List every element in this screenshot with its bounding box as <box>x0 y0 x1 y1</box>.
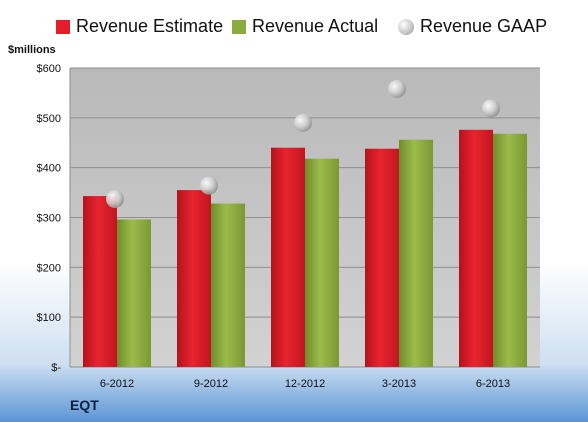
y-tick-label: $400 <box>37 163 61 175</box>
x-tick-label: 6-2012 <box>100 378 134 390</box>
legend-label-actual: Revenue Actual <box>252 16 379 36</box>
legend-item-actual: Revenue Actual <box>232 16 378 37</box>
legend: Revenue Estimate Revenue Actual Revenue … <box>0 16 588 42</box>
point-gaap <box>200 176 218 195</box>
bar-actual <box>399 139 433 367</box>
point-gaap <box>482 99 500 118</box>
bar-actual <box>117 219 151 367</box>
y-axis-units-label: $millions <box>8 44 56 56</box>
bar-actual <box>305 158 339 367</box>
bar-estimate <box>177 190 211 367</box>
x-tick-label: 3-2013 <box>382 378 416 390</box>
bar-estimate <box>459 129 493 367</box>
x-tick-label: 12-2012 <box>285 378 325 390</box>
bar-estimate <box>271 147 305 367</box>
bar-actual <box>211 203 245 367</box>
point-gaap <box>106 190 124 209</box>
point-gaap <box>388 79 406 98</box>
legend-swatch-gaap <box>398 18 414 35</box>
x-tick-label: 6-2013 <box>476 378 510 390</box>
y-tick-label: $300 <box>37 213 61 225</box>
y-tick-label: $500 <box>37 113 61 125</box>
company-ticker: EQT <box>70 397 99 413</box>
y-tick-label: $100 <box>37 312 61 324</box>
legend-label-estimate: Revenue Estimate <box>76 16 224 36</box>
legend-swatch-estimate <box>56 19 70 34</box>
x-tick-label: 9-2012 <box>194 378 228 390</box>
legend-item-estimate: Revenue Estimate <box>56 16 223 37</box>
bar-estimate <box>83 196 117 367</box>
legend-swatch-actual <box>232 19 246 34</box>
bar-actual <box>493 133 527 367</box>
y-tick-label: $600 <box>37 63 61 75</box>
y-tick-label: $- <box>51 362 61 374</box>
bar-estimate <box>365 148 399 367</box>
legend-item-gaap: Revenue GAAP <box>398 16 547 37</box>
y-tick-label: $200 <box>37 262 61 274</box>
point-gaap <box>294 113 312 132</box>
legend-label-gaap: Revenue GAAP <box>420 16 548 36</box>
